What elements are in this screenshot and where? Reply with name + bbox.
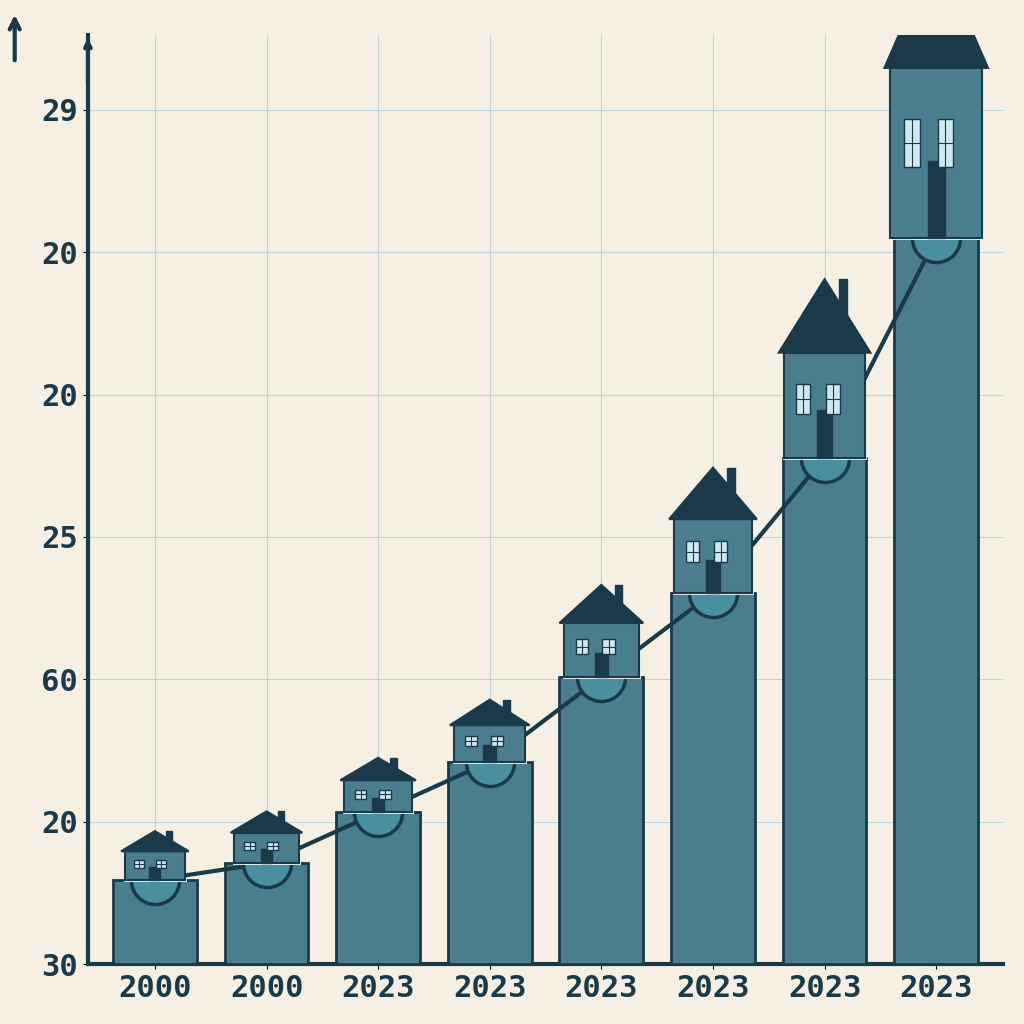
Bar [840, 280, 848, 319]
Bar [817, 411, 831, 458]
Bar [890, 68, 982, 238]
Bar [671, 593, 755, 965]
Bar [938, 119, 953, 167]
Bar [782, 458, 866, 965]
Bar [894, 238, 978, 965]
Polygon shape [450, 699, 529, 725]
Polygon shape [559, 585, 643, 623]
Bar [261, 849, 272, 863]
Bar [575, 639, 588, 654]
Point [705, 585, 721, 601]
Bar [797, 384, 810, 414]
Bar [614, 585, 623, 606]
Bar [706, 560, 720, 593]
Bar [727, 468, 735, 496]
Bar [595, 652, 608, 677]
Bar [503, 699, 510, 714]
Bar [447, 762, 531, 965]
Point [928, 229, 944, 246]
Bar [928, 162, 944, 238]
Bar [234, 833, 299, 863]
Bar [134, 860, 144, 868]
Bar [267, 842, 279, 850]
Polygon shape [340, 758, 416, 780]
Bar [490, 736, 503, 746]
Polygon shape [121, 831, 188, 851]
Bar [714, 542, 727, 562]
Bar [483, 745, 497, 762]
Polygon shape [779, 280, 870, 352]
Bar [825, 384, 840, 414]
Point [258, 855, 274, 871]
Point [146, 871, 163, 888]
Bar [455, 725, 525, 762]
Bar [953, 0, 963, 14]
Bar [156, 860, 166, 868]
Bar [372, 798, 384, 812]
Bar [379, 790, 390, 799]
Bar [354, 790, 367, 799]
Bar [344, 780, 412, 812]
Point [816, 450, 833, 466]
Polygon shape [230, 811, 302, 833]
Bar [279, 811, 285, 823]
Bar [245, 842, 255, 850]
Point [370, 804, 386, 820]
Bar [559, 677, 643, 965]
Bar [224, 863, 308, 965]
Polygon shape [669, 468, 757, 519]
Bar [150, 867, 161, 880]
Bar [336, 812, 420, 965]
Bar [686, 542, 699, 562]
Bar [390, 758, 397, 770]
Bar [602, 639, 615, 654]
Polygon shape [885, 0, 988, 68]
Bar [674, 519, 752, 593]
Bar [125, 851, 185, 880]
Point [481, 754, 498, 770]
Bar [465, 736, 477, 746]
Bar [783, 352, 865, 458]
Bar [904, 119, 920, 167]
Bar [564, 623, 639, 677]
Bar [166, 831, 172, 842]
Bar [113, 880, 197, 965]
Point [593, 669, 609, 685]
